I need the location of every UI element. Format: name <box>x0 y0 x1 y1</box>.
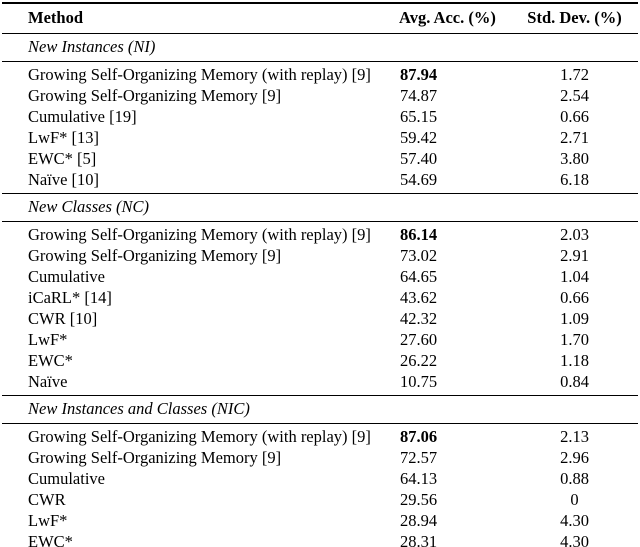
method-cell: EWC* [5] <box>28 149 97 168</box>
section-title-row: New Instances (NI) <box>2 33 638 62</box>
method-cell: LwF* <box>28 511 68 530</box>
table-row: Naïve [10] 54.69 6.18 <box>2 169 638 194</box>
method-cell: CWR [10] <box>28 309 98 328</box>
avg-acc-cell: 28.94 <box>400 511 438 530</box>
avg-acc-cell: 64.65 <box>400 267 438 286</box>
method-cell: LwF* [13] <box>28 128 100 147</box>
method-cell: Naïve [10] <box>28 170 100 189</box>
avg-acc-cell: 42.32 <box>400 309 438 328</box>
header-row: Method Avg. Acc. (%) Std. Dev. (%) <box>2 3 638 34</box>
table-row: EWC* 28.31 4.30 <box>2 531 638 547</box>
section-ni: New Instances (NI) Growing Self-Organizi… <box>2 33 638 194</box>
section-title-row: New Classes (NC) <box>2 193 638 222</box>
table-row: Naïve 10.75 0.84 <box>2 371 638 396</box>
table-row: Growing Self-Organizing Memory (with rep… <box>2 222 638 246</box>
method-cell: Growing Self-Organizing Memory [9] <box>28 246 282 265</box>
method-cell: Growing Self-Organizing Memory [9] <box>28 448 282 467</box>
col-header-std-dev: Std. Dev. (%) <box>511 3 638 34</box>
section-nic: New Instances and Classes (NIC) Growing … <box>2 395 638 547</box>
avg-acc-cell: 29.56 <box>400 490 438 509</box>
avg-acc-cell: 64.13 <box>400 469 438 488</box>
col-header-method: Method <box>2 3 399 34</box>
std-dev-cell: 2.54 <box>560 86 589 105</box>
method-cell: LwF* <box>28 330 68 349</box>
avg-acc-cell: 28.31 <box>400 532 438 547</box>
method-cell: EWC* <box>28 532 73 547</box>
table-row: Growing Self-Organizing Memory (with rep… <box>2 62 638 86</box>
avg-acc-cell: 87.06 <box>400 427 438 446</box>
avg-acc-cell: 73.02 <box>400 246 438 265</box>
table-row: Growing Self-Organizing Memory [9] 74.87… <box>2 85 638 106</box>
table-row: Growing Self-Organizing Memory [9] 73.02… <box>2 245 638 266</box>
col-header-avg-acc: Avg. Acc. (%) <box>399 3 511 34</box>
table-row: LwF* [13] 59.42 2.71 <box>2 127 638 148</box>
avg-acc-cell: 72.57 <box>400 448 438 467</box>
method-cell: EWC* <box>28 351 73 370</box>
avg-acc-cell: 10.75 <box>400 372 438 391</box>
method-cell: Cumulative [19] <box>28 107 137 126</box>
std-dev-cell: 3.80 <box>560 149 589 168</box>
std-dev-cell: 0.84 <box>560 372 589 391</box>
table-row: CWR [10] 42.32 1.09 <box>2 308 638 329</box>
table-row: iCaRL* [14] 43.62 0.66 <box>2 287 638 308</box>
method-cell: CWR <box>28 490 66 509</box>
avg-acc-cell: 87.94 <box>400 65 438 84</box>
std-dev-cell: 2.71 <box>560 128 589 147</box>
std-dev-cell: 0.66 <box>560 288 589 307</box>
table-row: Cumulative 64.13 0.88 <box>2 468 638 489</box>
std-dev-cell: 0.66 <box>560 107 589 126</box>
table-row: EWC* 26.22 1.18 <box>2 350 638 371</box>
table-row: EWC* [5] 57.40 3.80 <box>2 148 638 169</box>
section-nc: New Classes (NC) Growing Self-Organizing… <box>2 193 638 396</box>
std-dev-cell: 2.96 <box>560 448 589 467</box>
avg-acc-cell: 43.62 <box>400 288 438 307</box>
avg-acc-cell: 26.22 <box>400 351 438 370</box>
method-cell: Cumulative <box>28 267 105 286</box>
section-title: New Classes (NC) <box>2 193 638 222</box>
std-dev-cell: 4.30 <box>560 511 589 530</box>
std-dev-cell: 1.18 <box>560 351 589 370</box>
section-title: New Instances (NI) <box>2 33 638 62</box>
method-cell: Cumulative <box>28 469 105 488</box>
avg-acc-cell: 27.60 <box>400 330 438 349</box>
avg-acc-cell: 74.87 <box>400 86 438 105</box>
std-dev-cell: 1.72 <box>560 65 589 84</box>
section-title-row: New Instances and Classes (NIC) <box>2 395 638 424</box>
method-cell: iCaRL* [14] <box>28 288 112 307</box>
section-title: New Instances and Classes (NIC) <box>2 395 638 424</box>
table-header: Method Avg. Acc. (%) Std. Dev. (%) <box>2 3 638 34</box>
method-cell: Growing Self-Organizing Memory (with rep… <box>28 427 371 446</box>
std-dev-cell: 2.13 <box>560 427 589 446</box>
method-cell: Naïve <box>28 372 68 391</box>
avg-acc-cell: 59.42 <box>400 128 438 147</box>
table-row: LwF* 27.60 1.70 <box>2 329 638 350</box>
table-row: Growing Self-Organizing Memory (with rep… <box>2 424 638 448</box>
method-cell: Growing Self-Organizing Memory [9] <box>28 86 282 105</box>
std-dev-cell: 6.18 <box>560 170 589 189</box>
method-cell: Growing Self-Organizing Memory (with rep… <box>28 225 371 244</box>
table-row: Cumulative [19] 65.15 0.66 <box>2 106 638 127</box>
avg-acc-cell: 86.14 <box>400 225 438 244</box>
avg-acc-cell: 54.69 <box>400 170 438 189</box>
avg-acc-cell: 57.40 <box>400 149 438 168</box>
std-dev-cell: 0 <box>570 490 579 509</box>
std-dev-cell: 2.91 <box>560 246 589 265</box>
method-cell: Growing Self-Organizing Memory (with rep… <box>28 65 371 84</box>
avg-acc-cell: 65.15 <box>400 107 438 126</box>
table-row: Cumulative 64.65 1.04 <box>2 266 638 287</box>
std-dev-cell: 1.09 <box>560 309 589 328</box>
table-row: Growing Self-Organizing Memory [9] 72.57… <box>2 447 638 468</box>
table-row: LwF* 28.94 4.30 <box>2 510 638 531</box>
std-dev-cell: 4.30 <box>560 532 589 547</box>
table-row: CWR 29.56 0 <box>2 489 638 510</box>
std-dev-cell: 1.70 <box>560 330 589 349</box>
std-dev-cell: 2.03 <box>560 225 589 244</box>
std-dev-cell: 1.04 <box>560 267 589 286</box>
std-dev-cell: 0.88 <box>560 469 589 488</box>
